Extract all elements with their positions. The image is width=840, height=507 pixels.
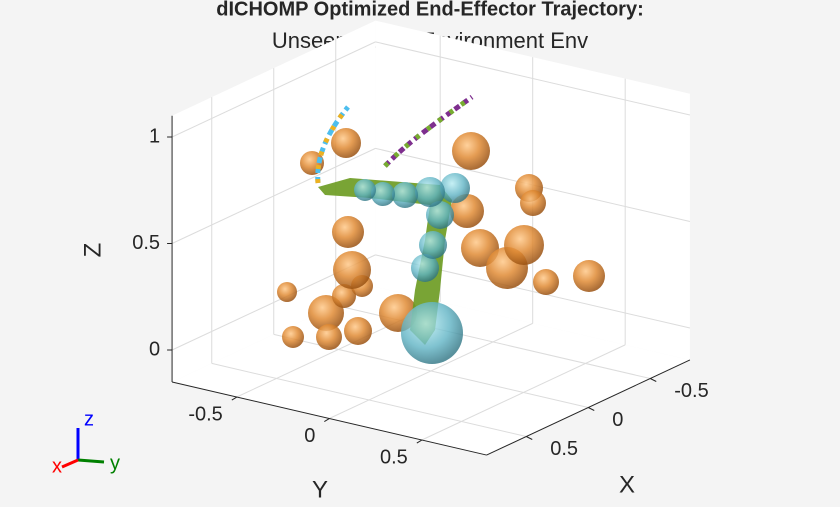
robot-arm <box>318 178 452 345</box>
x-tick <box>588 407 595 411</box>
triad-y <box>77 458 105 464</box>
collision-sphere <box>392 182 418 208</box>
axes-triad: z y x <box>52 408 120 477</box>
grid-line <box>171 147 376 244</box>
grid-line <box>421 344 626 441</box>
trajectory <box>383 94 474 168</box>
collision-sphere <box>440 173 470 203</box>
z-tick-label: 1 <box>149 125 160 147</box>
obstacle <box>344 317 372 345</box>
y-tick <box>416 439 423 444</box>
collision-sphere <box>426 201 454 229</box>
obstacle <box>277 282 297 302</box>
x-axis-label: X <box>619 471 635 498</box>
y-tick-label: -0.5 <box>188 403 222 425</box>
x-tick-label: 0 <box>612 409 623 431</box>
y-tick-label: 0 <box>304 425 315 447</box>
triad-x <box>61 458 79 469</box>
y-tick-label: 0.5 <box>380 446 408 468</box>
triad-x-label: x <box>52 455 62 477</box>
obstacle <box>331 128 361 158</box>
triad-z-label: z <box>84 408 94 430</box>
z-tick-label: 0.5 <box>132 232 160 254</box>
obstacle <box>316 324 342 350</box>
triad-y-label: y <box>110 452 120 474</box>
trajectory <box>315 105 350 184</box>
obstacle <box>332 284 356 308</box>
chart-title: dICHOMP Optimized End-Effector Trajector… <box>216 0 643 20</box>
collision-sphere <box>411 254 439 282</box>
obstacle <box>504 225 544 265</box>
collision-sphere <box>371 182 395 206</box>
trajectory <box>383 94 474 168</box>
obstacle <box>452 132 490 170</box>
z-tick-label: 0 <box>149 338 160 360</box>
y-tick <box>324 418 330 422</box>
y-axis-label: Y <box>312 476 328 503</box>
obstacle <box>282 326 304 348</box>
z-axis-label: Z <box>79 243 106 258</box>
grid-line <box>375 41 691 116</box>
obstacle <box>332 216 364 248</box>
grid-line <box>171 41 376 138</box>
obstacle <box>333 251 371 289</box>
x-tick-label: -0.5 <box>674 380 708 402</box>
obstacle <box>308 295 344 331</box>
x-tick <box>526 436 533 440</box>
collision-sphere <box>415 177 445 207</box>
collision-sphere <box>354 179 376 201</box>
scene <box>277 94 605 364</box>
collision-sphere <box>401 302 463 364</box>
x-tick <box>650 378 657 382</box>
obstacle <box>520 190 546 216</box>
y-tick <box>231 396 238 401</box>
x-tick-label: 0.5 <box>550 438 578 460</box>
obstacle <box>533 269 559 295</box>
collision-sphere <box>419 231 447 259</box>
obstacle <box>573 260 605 292</box>
grid-line <box>329 322 533 419</box>
